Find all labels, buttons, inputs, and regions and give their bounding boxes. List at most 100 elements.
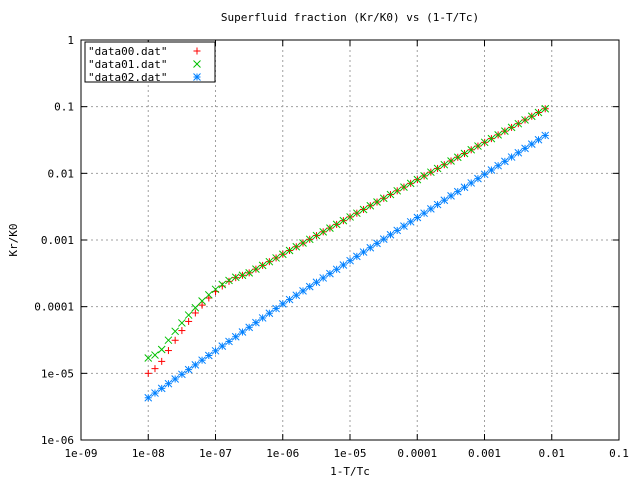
y-tick-label: 0.0001 <box>34 301 74 314</box>
series-1-point <box>198 297 206 305</box>
series-2-point <box>184 365 193 374</box>
axis-ticks <box>80 39 620 441</box>
series-2-point <box>272 304 280 313</box>
x-tick-label: 1e-05 <box>333 447 366 460</box>
series-0-point <box>171 336 179 344</box>
series-1-point <box>245 269 254 277</box>
series-1-point <box>305 235 314 244</box>
x-tick-label: 0.01 <box>539 447 566 460</box>
series-0-point <box>198 301 206 309</box>
series-2-point <box>299 287 307 295</box>
series-1-point <box>386 190 395 199</box>
series-0-point <box>151 365 159 373</box>
series-2-point <box>285 295 294 304</box>
series-1-point <box>534 108 543 117</box>
legend-entry-label: "data00.dat" <box>88 45 167 58</box>
legend-marker <box>193 73 201 81</box>
series-2-point <box>164 379 173 388</box>
series-1-point <box>178 319 186 327</box>
series-1-point <box>447 157 455 165</box>
series-2-point <box>366 243 375 252</box>
series-1-point <box>373 198 381 206</box>
legend-box <box>84 41 216 83</box>
series-2-point <box>218 342 227 350</box>
series-2-point <box>278 300 287 308</box>
x-tick-label: 1e-07 <box>199 447 232 460</box>
series-1-point <box>494 131 502 139</box>
series-1-point <box>211 285 220 294</box>
series-2-point <box>238 328 247 336</box>
series-2-point <box>386 230 395 239</box>
series-2-point <box>144 393 153 402</box>
series-2-point <box>379 235 388 243</box>
x-axis-label: 1-T/Tc <box>330 465 370 478</box>
series-1-point <box>474 142 482 150</box>
y-tick-label: 0.001 <box>41 234 74 247</box>
series-2-point <box>305 282 314 291</box>
series-1-point <box>467 145 476 154</box>
series-1-point <box>501 127 509 135</box>
y-tick-label: 1 <box>67 34 74 47</box>
series-0-point <box>205 294 213 302</box>
x-tick-label: 1e-08 <box>132 447 165 460</box>
series-2-point <box>494 161 502 170</box>
series-1-point <box>238 271 247 280</box>
series-2-point <box>171 375 180 383</box>
series-1-point <box>514 119 523 128</box>
series-1-point <box>366 201 375 210</box>
series-2-point <box>433 200 442 209</box>
series-1-point <box>299 239 307 247</box>
series-0-point <box>191 309 199 317</box>
series-1-point <box>352 209 361 218</box>
series-2-point <box>453 187 462 196</box>
series-2-point <box>521 144 529 153</box>
series-1-point <box>480 138 489 147</box>
series-1-point <box>319 227 328 236</box>
series-1-point <box>433 164 442 173</box>
series-1-point <box>292 242 301 251</box>
series-2-point <box>420 209 428 218</box>
y-tick-label: 0.01 <box>48 167 75 180</box>
series-1-point <box>285 246 294 255</box>
y-axis-label: Kr/K0 <box>7 223 20 256</box>
series-2-point <box>339 261 348 269</box>
series-2-point <box>514 148 523 157</box>
series-1-point <box>379 194 388 203</box>
series-1-point <box>527 112 536 121</box>
series-2-point <box>198 356 206 365</box>
series-1-point <box>487 134 496 143</box>
x-tick-label: 0.001 <box>468 447 501 460</box>
series-2-point <box>258 314 267 322</box>
legend-marker <box>193 47 201 55</box>
legend-entry-label: "data02.dat" <box>88 71 167 84</box>
series-1-point <box>393 186 402 195</box>
y-tick-label: 1e-06 <box>41 434 74 447</box>
legend-marker <box>193 60 201 68</box>
series-1-point <box>400 183 408 191</box>
series-2-point <box>373 239 381 248</box>
series-0-point <box>158 357 166 365</box>
series-1-point <box>171 327 180 336</box>
series-2-point <box>534 135 543 144</box>
series-1-point <box>420 172 428 180</box>
series-2-point <box>265 309 274 318</box>
series-2-point <box>157 384 166 393</box>
series-1-point <box>312 231 321 240</box>
legend: "data00.dat""data01.dat""data02.dat" <box>84 41 216 84</box>
series-2-point <box>326 269 334 278</box>
x-tick-labels: 1e-09 1e-08 1e-07 1e-06 1e-05 0.0001 0.001 0.01… <box>64 447 629 460</box>
series-0-point <box>218 282 226 290</box>
series-1-point <box>521 116 529 124</box>
series-2-point <box>178 370 186 379</box>
series-0-point <box>178 327 186 335</box>
series-2-point <box>501 157 509 166</box>
series-2-point <box>406 217 415 226</box>
series-2-point <box>467 179 476 187</box>
y-tick-label: 0.1 <box>54 101 74 114</box>
series-1-point <box>252 265 260 273</box>
series-1-point <box>265 257 274 266</box>
series-2-point <box>527 140 536 148</box>
series-1-point <box>184 311 193 319</box>
series-2-point <box>541 131 550 140</box>
series-1-point <box>164 336 173 345</box>
